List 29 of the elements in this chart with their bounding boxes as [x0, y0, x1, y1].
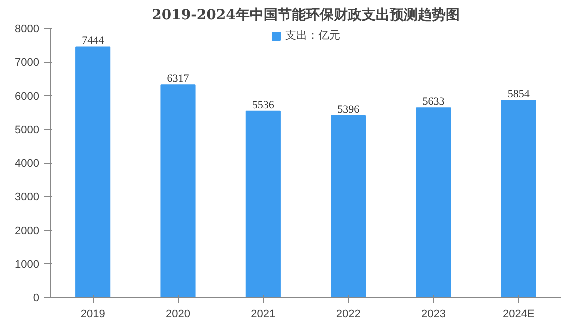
legend-label: 支出：亿元: [286, 28, 340, 43]
x-tick-label: 2020: [166, 308, 190, 320]
y-tick-label: 8000: [15, 24, 40, 36]
x-tick-label: 2021: [251, 308, 276, 320]
y-tick-label: 3000: [15, 192, 40, 204]
y-tick-label: 0: [33, 292, 40, 304]
data-label: 6317: [167, 73, 190, 86]
x-tick-label: 2019: [80, 308, 106, 320]
x-tick-label: 2024E: [503, 308, 535, 320]
data-label: 5854: [508, 88, 530, 101]
bar: [160, 84, 196, 298]
data-label: 5396: [338, 104, 360, 116]
chart-title: 2019-2024年中国节能环保财政支出预测趋势图: [152, 8, 460, 24]
x-tick-label: 2022: [336, 308, 361, 320]
y-tick-label: 5000: [15, 124, 40, 136]
y-tick-label: 6000: [15, 90, 40, 103]
bar: [246, 110, 281, 298]
y-tick-label: 2000: [15, 225, 40, 238]
bar: [416, 108, 452, 298]
data-label: 5633: [422, 96, 446, 108]
x-tick-label: 2023: [422, 308, 446, 320]
bar: [501, 100, 536, 298]
y-tick-label: 4000: [15, 158, 40, 170]
bar: [76, 46, 111, 298]
y-tick-label: 1000: [15, 258, 40, 271]
y-tick-label: 7000: [15, 57, 40, 70]
bar: [331, 116, 366, 298]
data-label: 5536: [252, 99, 275, 112]
data-label: 7444: [82, 35, 105, 48]
